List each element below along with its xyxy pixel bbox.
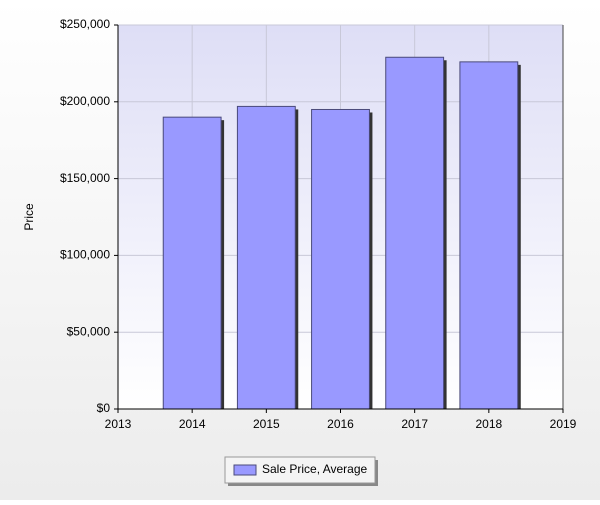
bar <box>311 108 370 410</box>
y-tick-label: $250,000 <box>60 17 110 31</box>
x-tick-label: 2019 <box>550 417 577 431</box>
x-tick-label: 2013 <box>105 417 132 431</box>
x-tick-label: 2016 <box>327 417 354 431</box>
x-tick-label: 2018 <box>475 417 502 431</box>
y-tick-label: $150,000 <box>60 171 110 185</box>
y-axis-label: Price <box>22 203 36 231</box>
x-tick-label: 2015 <box>253 417 280 431</box>
y-tick-label: $0 <box>97 401 111 415</box>
legend-box <box>224 456 376 484</box>
legend: Sale Price, Average <box>224 456 378 486</box>
bar <box>236 105 296 410</box>
bar <box>162 116 222 410</box>
x-tick-label: 2014 <box>179 417 206 431</box>
bar <box>459 61 519 410</box>
y-tick-label: $50,000 <box>67 324 111 338</box>
y-tick-label: $200,000 <box>60 94 110 108</box>
y-tick-label: $100,000 <box>60 248 110 262</box>
bar <box>385 56 445 410</box>
x-tick-label: 2017 <box>401 417 428 431</box>
legend-swatch <box>233 464 257 476</box>
legend-label: Sale Price, Average <box>262 462 368 476</box>
